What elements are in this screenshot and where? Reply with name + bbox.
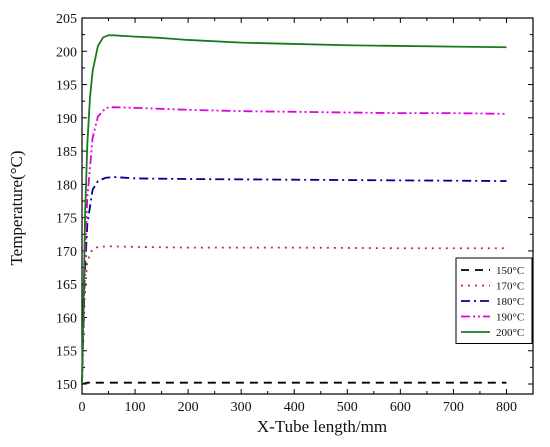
y-tick-label: 175	[56, 212, 77, 227]
y-tick-label: 150	[56, 378, 77, 393]
y-axis-title: Temperature(°C)	[7, 150, 26, 265]
x-tick-label: 600	[390, 400, 411, 415]
y-tick-label: 180	[56, 178, 77, 193]
y-tick-label: 160	[56, 311, 77, 326]
x-tick-label: 500	[337, 400, 358, 415]
x-tick-label: 100	[125, 400, 146, 415]
x-tick-label: 200	[178, 400, 199, 415]
y-tick-label: 185	[56, 145, 77, 160]
series-line	[81, 245, 507, 385]
series-line	[81, 381, 507, 385]
x-tick-label: 300	[231, 400, 252, 415]
x-tick-label: 0	[79, 400, 86, 415]
y-tick-label: 165	[56, 278, 77, 293]
series-line	[81, 176, 507, 385]
x-axis-title: X-Tube length/mm	[257, 417, 387, 436]
plot-frame	[81, 17, 534, 395]
x-tick-label: 400	[284, 400, 305, 415]
legend-label: 190°C	[496, 312, 524, 324]
y-tick-label: 205	[56, 12, 77, 27]
series-line	[81, 34, 507, 385]
legend-label: 200°C	[496, 327, 524, 339]
y-tick-label: 155	[56, 345, 77, 360]
y-tick-label: 190	[56, 112, 77, 127]
legend-label: 150°C	[496, 265, 524, 277]
series-line	[81, 106, 507, 385]
x-tick-label: 700	[443, 400, 464, 415]
x-tick-label: 800	[496, 400, 517, 415]
y-tick-label: 195	[56, 79, 77, 94]
y-tick-label: 200	[56, 45, 77, 60]
y-tick-label: 170	[56, 245, 77, 260]
legend-label: 180°C	[496, 296, 524, 308]
legend-label: 170°C	[496, 281, 524, 293]
